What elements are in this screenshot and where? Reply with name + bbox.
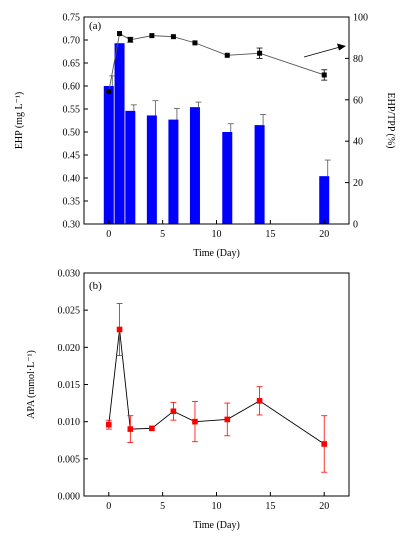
panel-a-right-y-axis-label: EHP/TPP (%)	[385, 92, 396, 148]
right-axis-arrow-annotation	[303, 43, 346, 58]
panel-a-right-y-tick-label: 0	[353, 220, 358, 231]
panel-b-y-tick-label: 0.005	[58, 454, 81, 465]
panel-b-x-tick-label: 5	[160, 501, 165, 512]
panel-a-label: (a)	[89, 20, 102, 32]
panel-a-right-y-tick-label: 60	[353, 95, 363, 106]
panel-b-y-tick-label: 0.015	[58, 380, 81, 391]
arrow-head	[337, 43, 346, 51]
panel-a-left-y-tick-label: 0.60	[63, 82, 81, 93]
panel-a-left-y-tick-label: 0.70	[63, 36, 81, 47]
panel-b-axes: 0 5 10 15 20 0.000 0.005 0.010 0.015 0.020 0.025 0.…	[58, 269, 350, 512]
apa-point	[224, 416, 231, 423]
apa-point	[170, 408, 177, 415]
ehp-bar	[222, 132, 233, 224]
panel-b-y-tick-label: 0.030	[58, 269, 81, 280]
ehp-tpp-line-series	[106, 31, 328, 95]
panel-a-left-y-tick-label: 0.65	[63, 59, 81, 70]
panel-a-x-tick-label: 20	[319, 229, 329, 240]
panel-a-left-y-tick-label: 0.30	[63, 220, 81, 231]
ehp-tpp-point	[257, 50, 263, 56]
apa-point	[105, 421, 112, 428]
apa-point	[256, 398, 263, 404]
ehp-tpp-point	[170, 34, 176, 40]
ehp-bar	[114, 43, 125, 224]
ehp-bar	[168, 119, 179, 224]
panel-b-x-tick-label: 20	[319, 501, 329, 512]
ehp-tpp-point	[149, 33, 155, 39]
panel-a-x-axis-label: Time (Day)	[193, 248, 240, 259]
ehp-tpp-point	[321, 72, 327, 78]
panel-b-y-tick-label: 0.010	[58, 417, 81, 428]
ehp-tpp-point	[192, 40, 198, 46]
ehp-tpp-connecting-line	[108, 32, 325, 92]
panel-a-left-y-axis-label: EHP (mg L⁻¹)	[14, 92, 25, 149]
ehp-bar	[319, 176, 330, 224]
apa-point	[116, 326, 123, 333]
ehp-tpp-point	[224, 52, 230, 58]
ehp-bar	[146, 115, 157, 224]
panel-a-right-y-tick-label: 20	[353, 178, 363, 189]
panel-a-left-y-tick-label: 0.45	[63, 151, 81, 162]
panel-a-right-y-tick-label: 40	[353, 137, 363, 148]
ehp-tpp-point	[127, 37, 133, 43]
apa-point	[192, 418, 198, 425]
panel-b-y-axis-label: APA (mmol·L⁻¹)	[26, 350, 37, 419]
ehp-bar	[103, 86, 114, 224]
panel-b-x-tick-label: 15	[265, 501, 275, 512]
panel-a-axes: 0 5 10 15 20 0.30 0.35 0.40 0.45 0.50 0.55 0.60 0.65…	[63, 13, 369, 241]
panel-a-left-y-tick-label: 0.55	[63, 105, 81, 116]
panel-a-x-tick-label: 10	[212, 229, 222, 240]
ehp-bars	[103, 43, 330, 224]
ehp-tpp-point	[117, 31, 123, 37]
apa-connecting-line	[108, 329, 325, 445]
panel-a-left-y-tick-label: 0.50	[63, 128, 81, 139]
panel-b-y-tick-label: 0.025	[58, 306, 81, 317]
panel-a-right-y-tick-label: 100	[353, 13, 368, 24]
panel-b-y-tick-label: 0.000	[58, 492, 81, 503]
ehp-bar-error-bars	[109, 75, 331, 177]
panel-a-left-y-tick-label: 0.35	[63, 197, 81, 208]
ehp-bar	[189, 107, 200, 224]
panel-b-frame	[83, 272, 350, 497]
ehp-bar	[254, 125, 265, 224]
apa-point	[127, 426, 134, 432]
panel-a-right-y-tick-label: 80	[353, 54, 363, 65]
panel-a-x-tick-label: 5	[160, 229, 165, 240]
panel-b-x-tick-label: 10	[212, 501, 222, 512]
panel-a-chart: 0 5 10 15 20 0.30 0.35 0.40 0.45 0.50 0.55 0.60 0.65…	[14, 13, 396, 260]
panel-a-left-y-tick-label: 0.75	[63, 13, 81, 24]
apa-point	[149, 425, 155, 432]
arrow-shaft	[303, 46, 341, 58]
panel-a-x-tick-label: 0	[106, 229, 111, 240]
ehp-tpp-point	[106, 89, 112, 95]
panel-b-x-axis-label: Time (Day)	[193, 520, 240, 531]
panel-b-x-tick-label: 0	[106, 501, 111, 512]
apa-point	[321, 441, 328, 447]
apa-line-series	[105, 303, 328, 473]
panel-a-left-y-tick-label: 0.40	[63, 174, 81, 185]
panel-a-x-tick-label: 15	[265, 229, 275, 240]
panel-b-label: (b)	[89, 280, 102, 292]
panel-b-y-tick-label: 0.020	[58, 343, 81, 354]
panel-b-chart: 0 5 10 15 20 0.000 0.005 0.010 0.015 0.020 0.025 0.…	[26, 269, 350, 531]
ehp-bar	[125, 110, 136, 224]
